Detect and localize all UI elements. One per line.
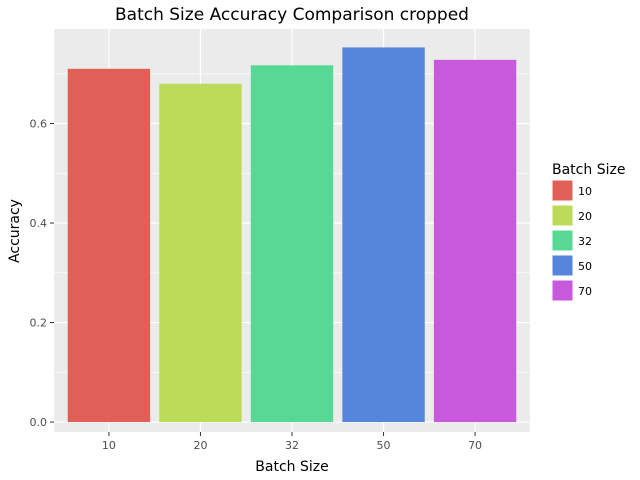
x-tick-label: 20 [193, 439, 207, 452]
y-tick-label: 0.6 [30, 118, 48, 131]
legend-swatch-50 [551, 254, 574, 277]
y-tick-label: 0.0 [30, 416, 48, 429]
y-axis-ticks: 0.0 0.2 0.4 0.6 [30, 118, 54, 429]
legend-label-50: 50 [578, 260, 592, 273]
chart-title: Batch Size Accuracy Comparison cropped [115, 5, 469, 25]
x-tick-label: 70 [468, 439, 482, 452]
legend-label-20: 20 [578, 210, 592, 223]
legend: Batch Size 10 20 32 50 70 [551, 162, 625, 302]
y-tick-label: 0.2 [30, 317, 48, 330]
legend-swatch-10 [551, 179, 574, 202]
bar-10 [67, 68, 151, 423]
bar-32 [250, 65, 334, 423]
legend-swatch-20 [551, 204, 574, 227]
x-tick-label: 50 [377, 439, 391, 452]
bar-70 [433, 59, 517, 423]
legend-swatch-32 [551, 229, 574, 252]
legend-swatch-70 [551, 279, 574, 302]
y-tick-label: 0.4 [30, 217, 48, 230]
x-tick-label: 32 [285, 439, 299, 452]
bar-50 [342, 47, 425, 423]
bar-20 [159, 83, 242, 423]
y-axis-title: Accuracy [7, 199, 23, 263]
legend-title: Batch Size [552, 162, 625, 178]
legend-label-32: 32 [578, 235, 592, 248]
x-axis-title: Batch Size [255, 459, 328, 475]
x-axis-ticks: 10 20 32 50 70 [102, 432, 482, 452]
bars [67, 47, 517, 423]
legend-label-10: 10 [578, 185, 592, 198]
legend-label-70: 70 [578, 285, 592, 298]
x-tick-label: 10 [102, 439, 116, 452]
